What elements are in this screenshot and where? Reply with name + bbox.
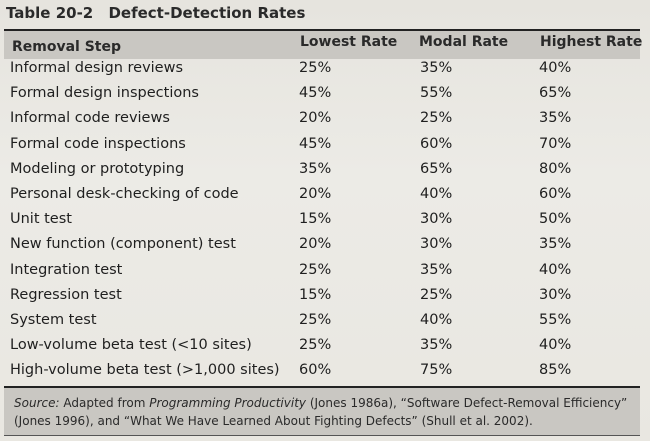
table-number: Table 20-2 bbox=[6, 4, 94, 22]
cell-removal-step: Integration test bbox=[10, 261, 123, 278]
cell-removal-step: Formal design inspections bbox=[10, 85, 199, 102]
cell-removal-step: Personal desk-checking of code bbox=[10, 185, 239, 202]
cell-highest-rate: 70% bbox=[539, 135, 572, 152]
table-row: Formal code inspections 45% 60% 70% bbox=[4, 134, 640, 159]
cell-lowest-rate: 60% bbox=[299, 362, 332, 379]
source-label: Source: bbox=[14, 396, 60, 410]
table-header: Removal Step Lowest Rate Modal Rate High… bbox=[4, 29, 643, 59]
table-caption: Table 20-2 Defect-Detection Rates bbox=[6, 4, 305, 22]
cell-modal-rate: 35% bbox=[420, 337, 453, 354]
column-header-modal-rate: Modal Rate bbox=[419, 34, 509, 50]
cell-modal-rate: 40% bbox=[420, 185, 453, 202]
table-row: Personal desk-checking of code 20% 40% 60% bbox=[4, 184, 640, 209]
cell-highest-rate: 40% bbox=[539, 60, 572, 76]
cell-modal-rate: 60% bbox=[420, 135, 453, 152]
cell-lowest-rate: 25% bbox=[299, 337, 332, 354]
cell-highest-rate: 50% bbox=[539, 211, 572, 228]
cell-lowest-rate: 45% bbox=[299, 135, 332, 152]
cell-modal-rate: 30% bbox=[420, 211, 453, 228]
cell-modal-rate: 65% bbox=[420, 160, 453, 177]
cell-lowest-rate: 35% bbox=[299, 160, 332, 177]
cell-highest-rate: 35% bbox=[539, 236, 572, 253]
cell-removal-step: Low-volume beta test (<10 sites) bbox=[10, 337, 252, 354]
cell-lowest-rate: 25% bbox=[299, 60, 332, 76]
column-header-highest-rate: Highest Rate bbox=[540, 34, 643, 50]
cell-highest-rate: 30% bbox=[539, 286, 572, 303]
cell-removal-step: Regression test bbox=[10, 286, 122, 303]
table-row: Modeling or prototyping 35% 65% 80% bbox=[4, 159, 640, 184]
cell-modal-rate: 55% bbox=[420, 85, 453, 102]
cell-lowest-rate: 15% bbox=[299, 211, 332, 228]
cell-removal-step: Formal code inspections bbox=[10, 135, 186, 152]
table-row: Formal design inspections 45% 55% 65% bbox=[4, 83, 640, 108]
cell-lowest-rate: 20% bbox=[299, 185, 332, 202]
table-title: Defect-Detection Rates bbox=[108, 4, 306, 22]
table-row: System test 25% 40% 55% bbox=[4, 310, 640, 335]
table-row: Informal code reviews 20% 25% 35% bbox=[4, 108, 640, 133]
cell-removal-step: System test bbox=[10, 311, 97, 328]
cell-highest-rate: 80% bbox=[539, 160, 572, 177]
table-row: High-volume beta test (>1,000 sites) 60% 7… bbox=[4, 360, 640, 385]
cell-lowest-rate: 15% bbox=[299, 286, 332, 303]
cell-highest-rate: 60% bbox=[539, 185, 572, 202]
cell-modal-rate: 30% bbox=[420, 236, 453, 253]
cell-highest-rate: 85% bbox=[539, 362, 572, 379]
table-row: Informal design reviews 25% 35% 40% bbox=[4, 58, 640, 83]
table-row: Regression test 15% 25% 30% bbox=[4, 285, 640, 310]
cell-removal-step: Unit test bbox=[10, 211, 72, 228]
cell-modal-rate: 35% bbox=[420, 60, 453, 76]
column-header-removal-step: Removal Step bbox=[12, 39, 122, 55]
cell-modal-rate: 40% bbox=[420, 311, 453, 328]
source-text-before: Adapted from bbox=[63, 396, 146, 410]
source-note: Source: Adapted from Programming Product… bbox=[4, 386, 640, 436]
cell-highest-rate: 35% bbox=[539, 110, 572, 127]
cell-lowest-rate: 20% bbox=[299, 236, 332, 253]
cell-highest-rate: 40% bbox=[539, 261, 572, 278]
cell-removal-step: Modeling or prototyping bbox=[10, 160, 185, 177]
cell-highest-rate: 40% bbox=[539, 337, 572, 354]
cell-highest-rate: 65% bbox=[539, 85, 572, 102]
table-row: Unit test 15% 30% 50% bbox=[4, 209, 640, 234]
cell-lowest-rate: 25% bbox=[299, 261, 332, 278]
table-body: Informal design reviews 25% 35% 40% Formal d… bbox=[4, 58, 640, 385]
cell-lowest-rate: 45% bbox=[299, 85, 332, 102]
source-text: Source: Adapted from Programming Product… bbox=[14, 394, 634, 430]
table-row: New function (component) test 20% 30% 35% bbox=[4, 234, 640, 259]
cell-modal-rate: 35% bbox=[420, 261, 453, 278]
cell-highest-rate: 55% bbox=[539, 311, 572, 328]
cell-modal-rate: 25% bbox=[420, 110, 453, 127]
cell-modal-rate: 25% bbox=[420, 286, 453, 303]
table-row: Low-volume beta test (<10 sites) 25% 35% 40… bbox=[4, 335, 640, 360]
column-header-lowest-rate: Lowest Rate bbox=[300, 34, 398, 50]
cell-modal-rate: 75% bbox=[420, 362, 453, 379]
source-text-after: (Jones 1986a), “Software Defect-Removal … bbox=[14, 396, 628, 428]
table-row: Integration test 25% 35% 40% bbox=[4, 260, 640, 285]
source-book-title: Programming Productivity bbox=[149, 396, 306, 410]
cell-removal-step: New function (component) test bbox=[10, 236, 236, 253]
cell-lowest-rate: 20% bbox=[299, 110, 332, 127]
cell-removal-step: Informal code reviews bbox=[10, 110, 170, 127]
cell-removal-step: High-volume beta test (>1,000 sites) bbox=[10, 362, 280, 379]
cell-lowest-rate: 25% bbox=[299, 311, 332, 328]
cell-removal-step: Informal design reviews bbox=[10, 60, 184, 76]
